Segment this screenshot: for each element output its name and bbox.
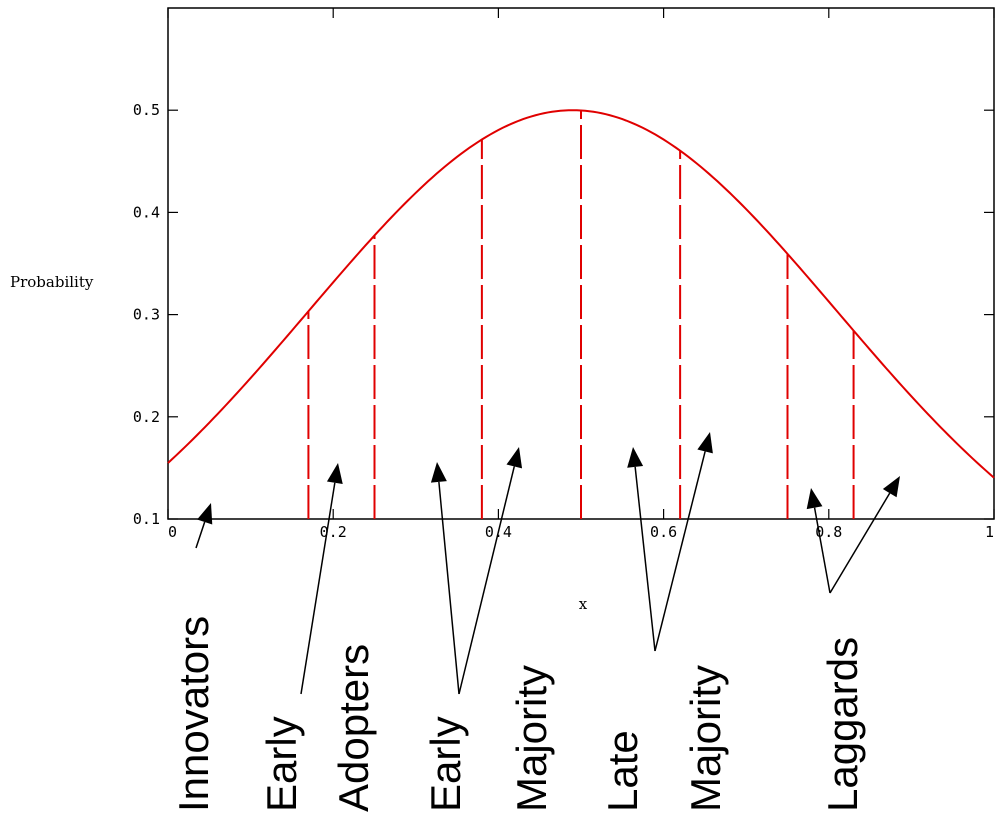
y-axis: 0.1 0.2 0.3 0.4 0.5 — [133, 101, 994, 528]
category-label: Majority — [508, 665, 555, 812]
category-arrow — [654, 432, 713, 652]
probability-curve-series — [167, 109, 995, 479]
category-arrow — [829, 476, 900, 594]
category-labels: Innovators Early Adopters Early Majority Late… — [170, 616, 866, 812]
probability-curve — [167, 109, 995, 479]
y-axis-label: Probability — [10, 273, 94, 291]
category-arrows — [195, 432, 900, 695]
x-tick-label: 0.6 — [650, 523, 677, 541]
category-label: Early — [422, 716, 469, 812]
x-axis: 00.20.40.60.81 — [167, 8, 995, 541]
category-label: Majority — [682, 665, 729, 812]
category-arrow — [195, 503, 213, 549]
y-tick-label: 0.3 — [133, 306, 160, 324]
category-arrow — [627, 447, 656, 652]
category-label: Early — [258, 716, 305, 812]
y-tick-label: 0.1 — [133, 510, 160, 528]
x-tick-label: 0.8 — [815, 523, 842, 541]
x-tick-label: 1 — [985, 523, 994, 541]
category-arrow — [458, 447, 523, 695]
x-axis-label: x — [579, 595, 588, 613]
category-label: Adopters — [330, 644, 377, 812]
x-tick-label: 0 — [168, 523, 177, 541]
category-label: Innovators — [170, 616, 217, 812]
segment-dividers — [307, 110, 855, 519]
category-arrow — [300, 463, 343, 695]
x-tick-label: 0.2 — [320, 523, 347, 541]
y-tick-label: 0.4 — [133, 203, 160, 221]
y-tick-label: 0.5 — [133, 101, 160, 119]
category-arrow — [430, 462, 460, 695]
category-label: Laggards — [819, 637, 866, 812]
category-label: Late — [599, 730, 646, 812]
y-tick-label: 0.2 — [133, 408, 160, 426]
category-arrow — [806, 488, 831, 594]
